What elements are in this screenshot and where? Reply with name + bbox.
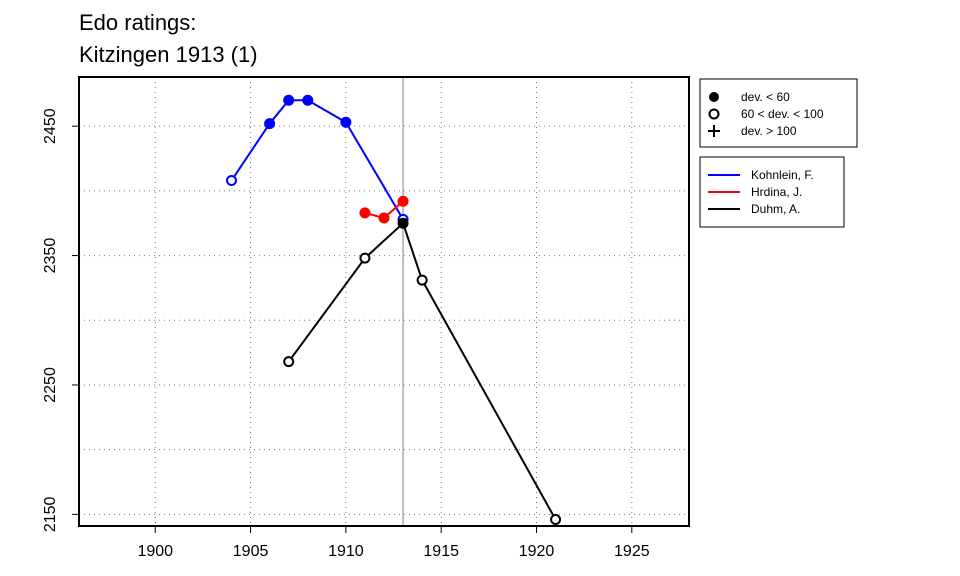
series-layer: [226, 94, 562, 526]
series-line: [287, 221, 557, 521]
y-tick-label: 2450: [42, 108, 59, 144]
data-point-filled: [302, 94, 314, 106]
data-point-open: [283, 356, 295, 368]
legend-open-circle-icon: [708, 108, 720, 120]
x-tick-label: 1920: [519, 543, 555, 560]
data-point-filled: [378, 212, 390, 224]
series-legend-label: Kohnlein, F.: [751, 168, 814, 182]
x-axis: 1900 1905 1910 1915 1920 1925: [137, 526, 650, 560]
x-tick-label: 1915: [423, 543, 459, 560]
series-1: [359, 195, 409, 224]
series-legend-label: Hrdina, J.: [751, 185, 802, 199]
data-point-open: [226, 175, 237, 187]
data-point-open: [359, 252, 371, 264]
data-point-filled: [397, 217, 409, 229]
y-tick-label: 2150: [42, 496, 59, 532]
series-0: [226, 94, 409, 225]
x-tick-label: 1900: [137, 543, 173, 560]
grid: [79, 77, 689, 526]
marker-legend-box: [699, 78, 858, 148]
data-point-filled: [264, 118, 276, 130]
y-tick-label: 2250: [42, 367, 59, 403]
series-legend: Kohnlein, F. Hrdina, J. Duhm, A.: [699, 156, 845, 228]
x-tick-label: 1905: [233, 543, 269, 560]
y-axis: 2150 2250 2350 2450: [42, 108, 79, 532]
data-point-open: [550, 514, 562, 526]
plot-frame: [78, 76, 690, 527]
marker-legend: dev. < 60 60 < dev. < 100 dev. > 100: [699, 78, 858, 148]
series-2: [283, 217, 562, 526]
series-legend-label: Duhm, A.: [751, 202, 800, 216]
legend-filled-circle-icon: [709, 92, 719, 102]
data-point-open: [416, 274, 428, 286]
data-point-filled: [283, 94, 295, 106]
marker-legend-label: dev. < 60: [741, 90, 790, 104]
legend-plus-icon: [708, 125, 720, 137]
data-point-filled: [397, 195, 409, 207]
x-tick-label: 1910: [328, 543, 364, 560]
marker-legend-label: 60 < dev. < 100: [741, 107, 824, 121]
data-point-filled: [340, 116, 352, 128]
y-tick-label: 2350: [42, 238, 59, 274]
marker-legend-label: dev. > 100: [741, 124, 797, 138]
series-line: [230, 99, 404, 220]
chart-title: Edo ratings:: [79, 10, 196, 35]
x-tick-label: 1925: [614, 543, 650, 560]
chart-subtitle: Kitzingen 1913 (1): [79, 42, 258, 67]
data-point-filled: [359, 207, 371, 219]
